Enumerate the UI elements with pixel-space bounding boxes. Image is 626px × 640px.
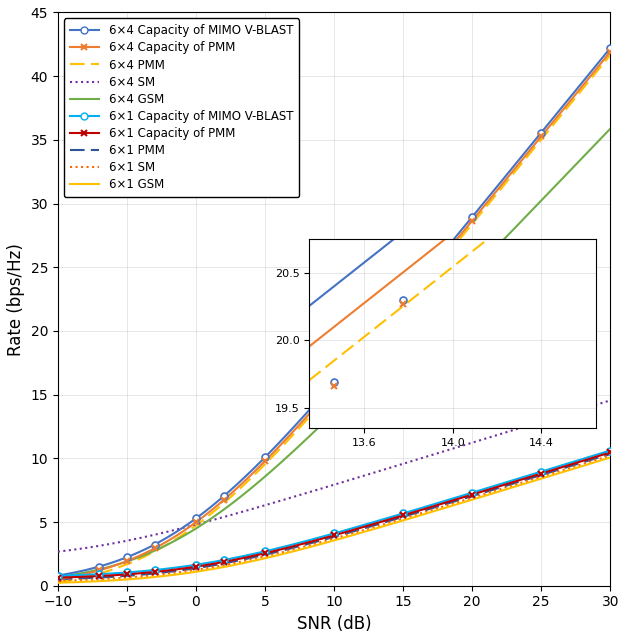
- Legend: 6×4 Capacity of MIMO V-BLAST, 6×4 Capacity of PMM, 6×4 PMM, 6×4 SM, 6×4 GSM, 6×1: 6×4 Capacity of MIMO V-BLAST, 6×4 Capaci…: [64, 19, 299, 197]
- Bar: [381, 321, 398, 339]
- X-axis label: SNR (dB): SNR (dB): [297, 615, 371, 633]
- Y-axis label: Rate (bps/Hz): Rate (bps/Hz): [7, 243, 25, 356]
